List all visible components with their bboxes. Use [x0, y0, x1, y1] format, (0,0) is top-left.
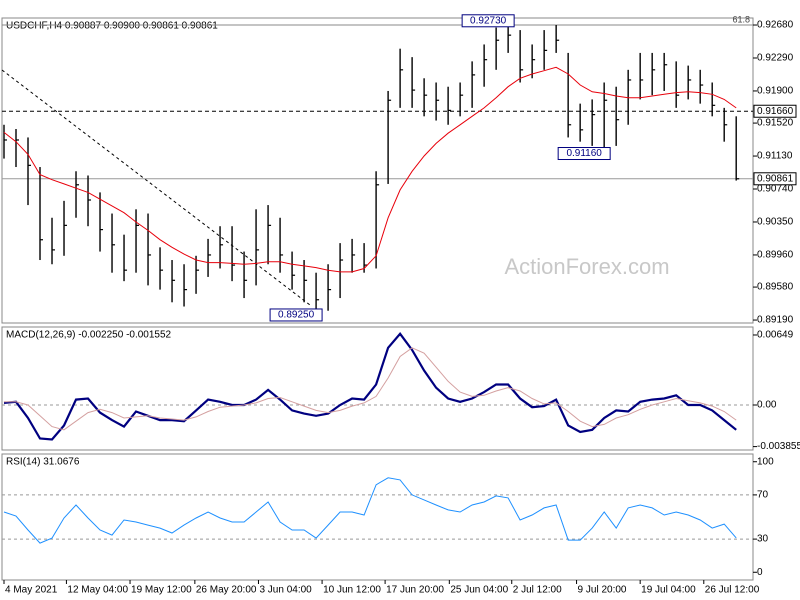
x-tick-label: 25 Jun 04:00 [450, 585, 508, 596]
watermark: ActionForex.com [504, 254, 669, 279]
y-tick-label: 0.90740 [757, 184, 794, 195]
price-box-label: 0.90861 [757, 173, 794, 184]
x-tick-label: 9 Jul 20:00 [578, 585, 627, 596]
x-tick-label: 19 May 12:00 [131, 585, 192, 596]
y-tick-label: 0.00649 [757, 330, 794, 341]
price-annotation-label: 0.91160 [566, 148, 602, 159]
price-panel [1, 17, 754, 324]
price-annotation [461, 14, 515, 28]
y-tick-label: 100 [757, 456, 774, 467]
price-annotation [269, 308, 323, 322]
x-tick-label: 26 May 20:00 [196, 585, 257, 596]
panel-title: RSI(14) 31.0676 [6, 457, 80, 468]
panel-title: USDCHF,H4 0.90887 0.90900 0.90861 0.9086… [6, 21, 218, 32]
y-tick-label: 0.89580 [757, 282, 794, 293]
x-tick-label: 19 Jul 04:00 [641, 585, 696, 596]
y-tick-label: 70 [757, 490, 769, 501]
x-tick-label: 10 Jun 12:00 [323, 585, 381, 596]
y-tick-label: 0.90350 [757, 217, 794, 228]
x-tick-label: 2 Jul 12:00 [513, 585, 562, 596]
price-annotation [557, 147, 611, 161]
macd-panel [1, 326, 754, 451]
y-tick-label: 0.89190 [757, 315, 794, 326]
fib-label: 61.8 [732, 14, 750, 24]
x-tick-label: 4 May 2021 [5, 585, 58, 596]
x-tick-label: 3 Jun 04:00 [259, 585, 312, 596]
x-tick-label: 17 Jun 20:00 [386, 585, 444, 596]
moving-average [3, 66, 737, 273]
indicator-line [4, 347, 737, 431]
y-tick-label: 0.91900 [757, 86, 794, 97]
x-tick-label: 26 Jul 12:00 [705, 585, 760, 596]
y-tick-label: 30 [757, 534, 769, 545]
y-tick-label: 0.89960 [757, 250, 794, 261]
y-tick-label: 0.92680 [757, 20, 794, 31]
price-box [753, 172, 797, 186]
x-tick-label: 12 May 04:00 [67, 585, 128, 596]
indicator-line [3, 477, 737, 544]
y-tick-label: 0.91520 [757, 118, 794, 129]
price-box [753, 104, 797, 118]
y-tick-label: 0.00 [757, 400, 777, 411]
price-annotation-label: 0.92730 [470, 15, 507, 26]
price-annotation-label: 0.89250 [278, 310, 315, 321]
indicator-line [3, 332, 737, 441]
trend-line [1, 69, 311, 306]
panel-title: MACD(12,26,9) -0.002250 -0.001552 [6, 330, 172, 341]
rsi-panel [1, 453, 754, 581]
y-tick-label: 0.91130 [757, 151, 793, 162]
y-tick-label: 0 [757, 567, 763, 578]
y-tick-label: 0.92290 [757, 53, 794, 64]
y-tick-label: -0.003855 [757, 441, 800, 452]
price-box-label: 0.91660 [757, 106, 794, 117]
